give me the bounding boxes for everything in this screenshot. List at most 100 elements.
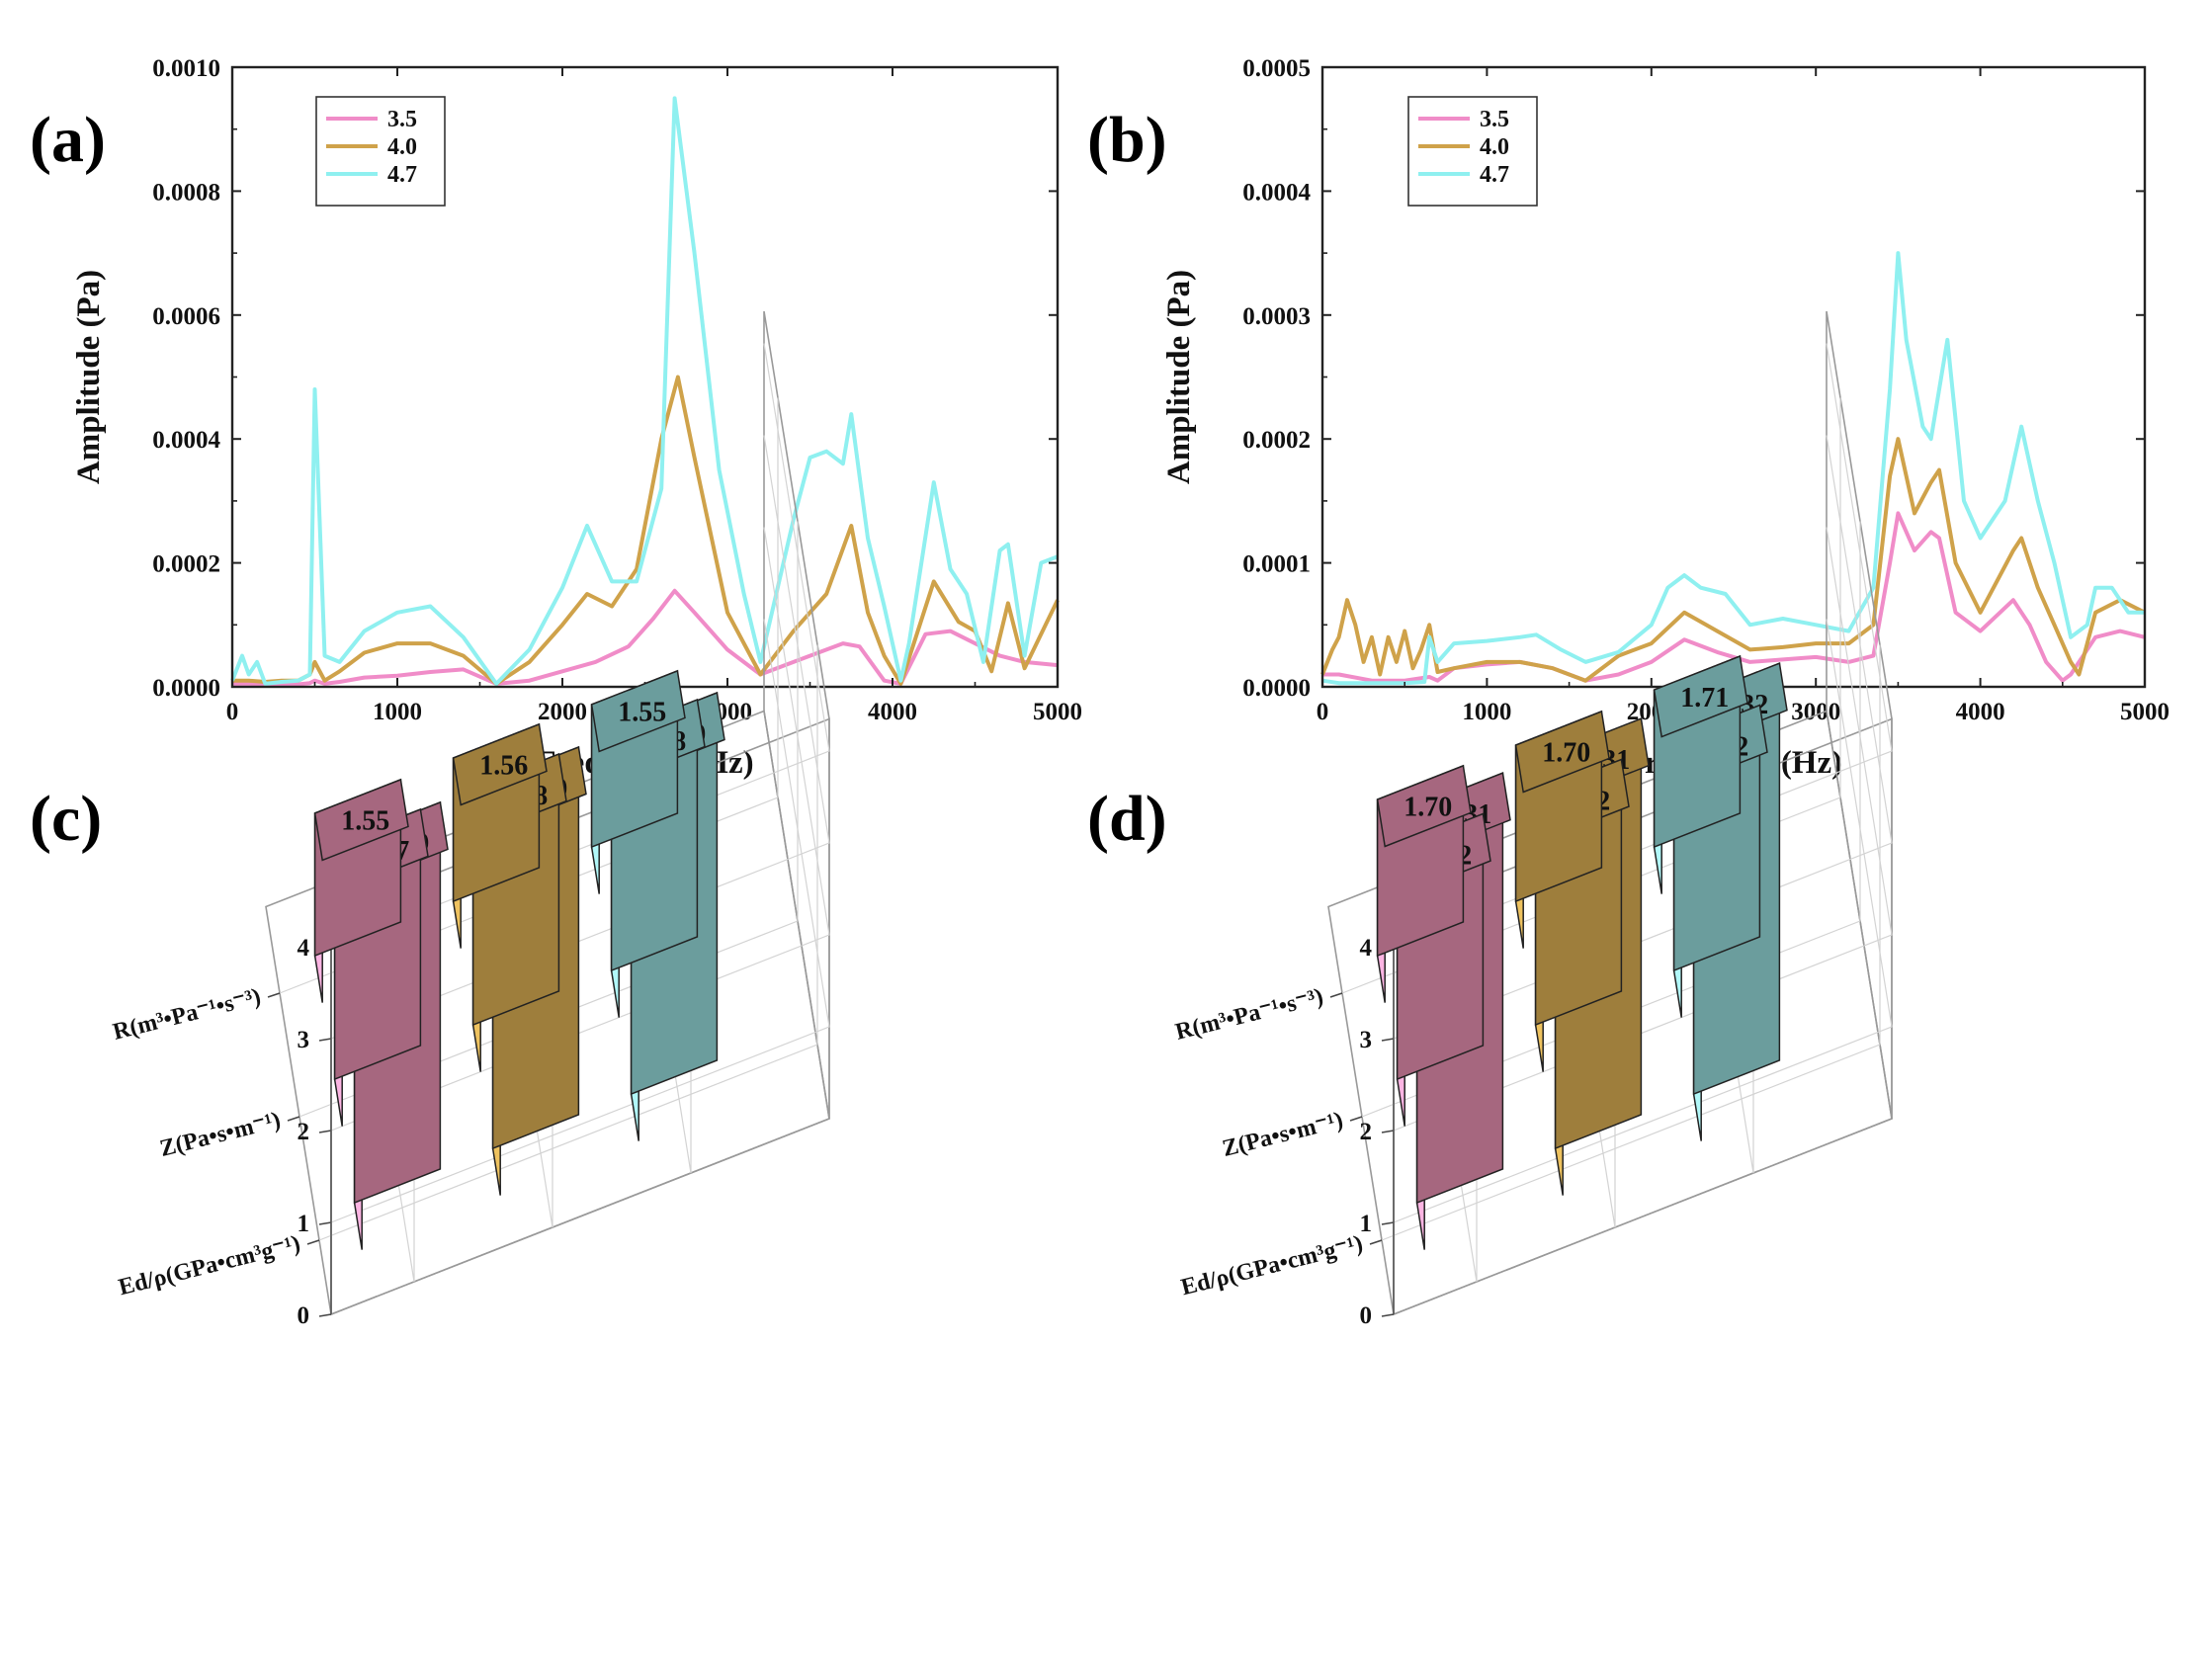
depth-category-label: Ed/ρ(GPa•cm³g⁻¹) [1178,1231,1365,1301]
y-grid-line [1381,644,1881,1241]
legend-box [1407,96,1538,207]
bar-top-face [1514,710,1610,794]
depth-tick [267,992,281,998]
line-chart-a: 0 1000 2000 3000 4000 50000.00000.00020.00040… [71,55,1082,781]
panel-label-b: (b) [1087,104,1167,176]
bar-3-5-row-2: 1.70 [1376,764,1472,1003]
y-tick-label: 0.0006 [152,303,220,330]
depth-category-label: R(m³•Pa⁻¹•s⁻³) [111,984,264,1046]
z-tick-label: 3 [298,1027,310,1053]
depth-tick [1329,992,1343,998]
depth-category-label: Ed/ρ(GPa•cm³g⁻¹) [116,1231,302,1301]
bar3d-chart-d: 0 1 2 3 4 Ed/ρ(GPa•cm³g⁻¹) Z(Pa•s•m⁻¹) R(m³•Pa⁻… [1173,310,1893,1329]
legend-label: 4.0 [1480,134,1509,160]
y-tick-label: 0.0002 [152,551,220,578]
depth-category-label: Z(Pa•s•m⁻¹) [157,1108,283,1162]
depth-category-label: Z(Pa•s•m⁻¹) [1220,1108,1345,1162]
y-grid-line [1341,397,1841,994]
depth-tick [287,1116,300,1122]
z-tick [1381,1313,1395,1317]
bar-top-face [1653,654,1748,738]
bar-top-face [313,778,409,862]
z-tick [318,1221,332,1225]
bar-value-label: 1.55 [618,698,666,728]
y-axis-title: Amplitude (Pa) [1161,270,1197,484]
y-tick-label: 0.0000 [152,675,220,702]
bar-4-0-row-2: 1.70 [1514,710,1610,949]
x-tick-label: 2000 [538,699,587,725]
y-grid-line [1361,521,1861,1118]
z-tick-label: 2 [1360,1119,1373,1145]
bar-value-label: 1.56 [479,751,528,782]
z-tick-label: 1 [298,1211,310,1237]
z-tick-label: 3 [1360,1027,1373,1053]
y-grid-line [318,644,818,1241]
series-line-3-5 [232,588,1059,687]
z-tick-label: 0 [1360,1302,1373,1329]
y-tick-label: 0.0004 [1242,179,1311,206]
line-chart-b: 0 1000 2000 3000 4000 50000.00000.00010.00020… [1161,55,2169,781]
x-tick-label: 1000 [1462,699,1511,725]
z-tick [1381,1038,1395,1042]
bar-4-7-row-2: 1.55 [590,669,686,894]
floor [1327,710,1893,1316]
z-tick [1381,1130,1395,1133]
x-tick-label: 5000 [1033,699,1082,725]
series-line-4-0 [232,375,1060,686]
x-tick-label: 5000 [2120,699,2169,725]
depth-tick [1369,1239,1383,1245]
bar-value-label: 1.70 [1542,738,1590,769]
legend-box [315,96,446,207]
x-tick-label: 0 [1317,699,1329,725]
bar-value-label: 1.70 [1404,793,1452,823]
bar-value-label: 1.71 [1680,683,1729,713]
z-tick-label: 4 [1360,935,1373,962]
bar-top-face [452,722,548,806]
y-grid-line [279,397,779,994]
bar-4-0-row-2: 1.56 [452,722,548,949]
bar-4-7-row-2: 1.71 [1653,654,1748,894]
y-tick-label: 0.0008 [152,179,220,206]
legend-label: 3.5 [387,107,417,132]
legend-label: 3.5 [1480,107,1509,132]
y-tick-label: 0.0004 [152,427,220,454]
depth-category-label: R(m³•Pa⁻¹•s⁻³) [1173,984,1326,1046]
depth-tick [306,1239,320,1245]
z-tick [318,1038,332,1042]
y-tick-label: 0.0005 [1242,55,1311,82]
bar-value-label: 1.55 [341,806,389,837]
legend-label: 4.0 [387,134,417,160]
x-tick-label: 1000 [373,699,422,725]
y-grid-line [298,521,799,1118]
y-axis-title: Amplitude (Pa) [71,270,107,484]
z-tick-label: 1 [1360,1211,1373,1237]
legend-label: 4.7 [387,162,417,188]
z-tick-label: 4 [298,935,310,962]
panel-label-d: (d) [1087,783,1167,855]
panel-label-a: (a) [30,104,106,176]
panel-label-c: (c) [30,783,102,855]
bar-top-face [590,669,686,753]
legend-label: 4.7 [1480,162,1509,188]
y-tick-label: 0.0010 [152,55,220,82]
bar3d-chart-c: 0 1 2 3 4 Ed/ρ(GPa•cm³g⁻¹) Z(Pa•s•m⁻¹) R(m³•Pa⁻… [111,310,830,1329]
side-wall [763,310,830,1120]
series-line-3-5 [1322,511,2146,683]
z-tick [318,1130,332,1133]
depth-tick [1349,1116,1363,1122]
bar-top-face [1376,764,1472,848]
floor [265,710,830,1316]
bar-3-5-row-2: 1.55 [313,778,409,1003]
x-tick-label: 4000 [1956,699,2005,725]
z-tick-label: 0 [298,1302,310,1329]
series-line-4-7 [230,96,1059,686]
x-tick-label: 0 [226,699,239,725]
z-tick [318,1313,332,1317]
series-line-4-0 [1320,437,2146,683]
series-line-4-7 [1321,251,2145,686]
y-tick-label: 0.0001 [1242,551,1311,578]
x-tick-label: 4000 [868,699,917,725]
y-tick-label: 0.0003 [1242,303,1311,330]
y-tick-label: 0.0002 [1242,427,1311,454]
